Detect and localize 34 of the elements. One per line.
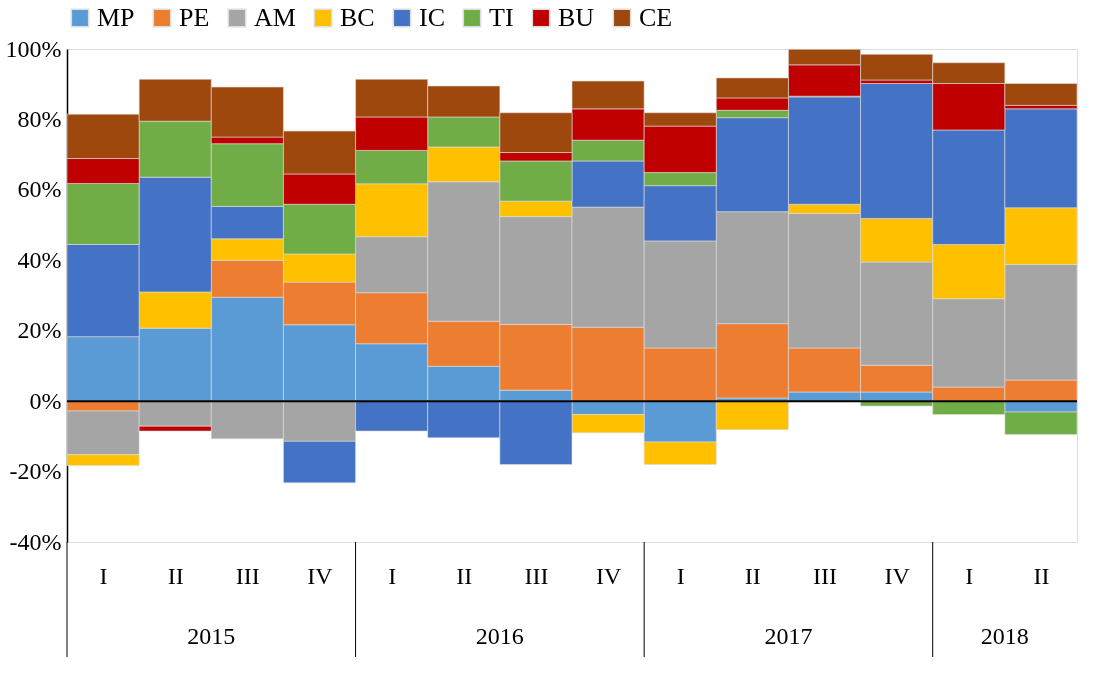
x-tick-label: IV [595,562,622,589]
x-tick-label: IV [307,562,334,589]
x-tick-label: II [744,562,761,589]
legend-label: IC [419,3,445,32]
x-tick-label: III [235,562,260,589]
x-tick-label: III [524,562,549,589]
x-tick-label: I [99,562,108,589]
legend-label: TI [489,3,514,32]
text: 2018 [980,623,1029,649]
y-tick-label: 80% [17,105,62,132]
y-tick-label: -20% [9,458,62,485]
legend-label: PE [179,3,210,32]
y-tick-label: 60% [17,176,62,203]
x-tick-label: I [676,562,685,589]
x-tick-label: III [813,562,837,589]
text: 2016 [475,623,524,649]
y-tick-label: 40% [17,246,62,273]
y-tick-label: -40% [9,528,62,555]
y-tick-label: 20% [17,317,62,344]
legend-label: MP [97,3,135,32]
x-tick-label: II [167,562,184,589]
x-tick-label: IV [884,562,911,589]
legend-label: CE [639,3,673,32]
x-tick-label: II [456,562,473,589]
legend-label: BU [558,3,595,32]
text: 2017 [764,623,813,649]
x-tick-label: I [388,562,397,589]
text: 2015 [187,623,236,649]
legend-label: BC [340,3,375,32]
y-tick-label: 100% [5,35,62,62]
legend-label: AM [254,3,296,32]
y-tick-label: 0% [29,387,62,414]
x-tick-label: I [965,562,974,589]
x-tick-label: II [1033,562,1050,589]
